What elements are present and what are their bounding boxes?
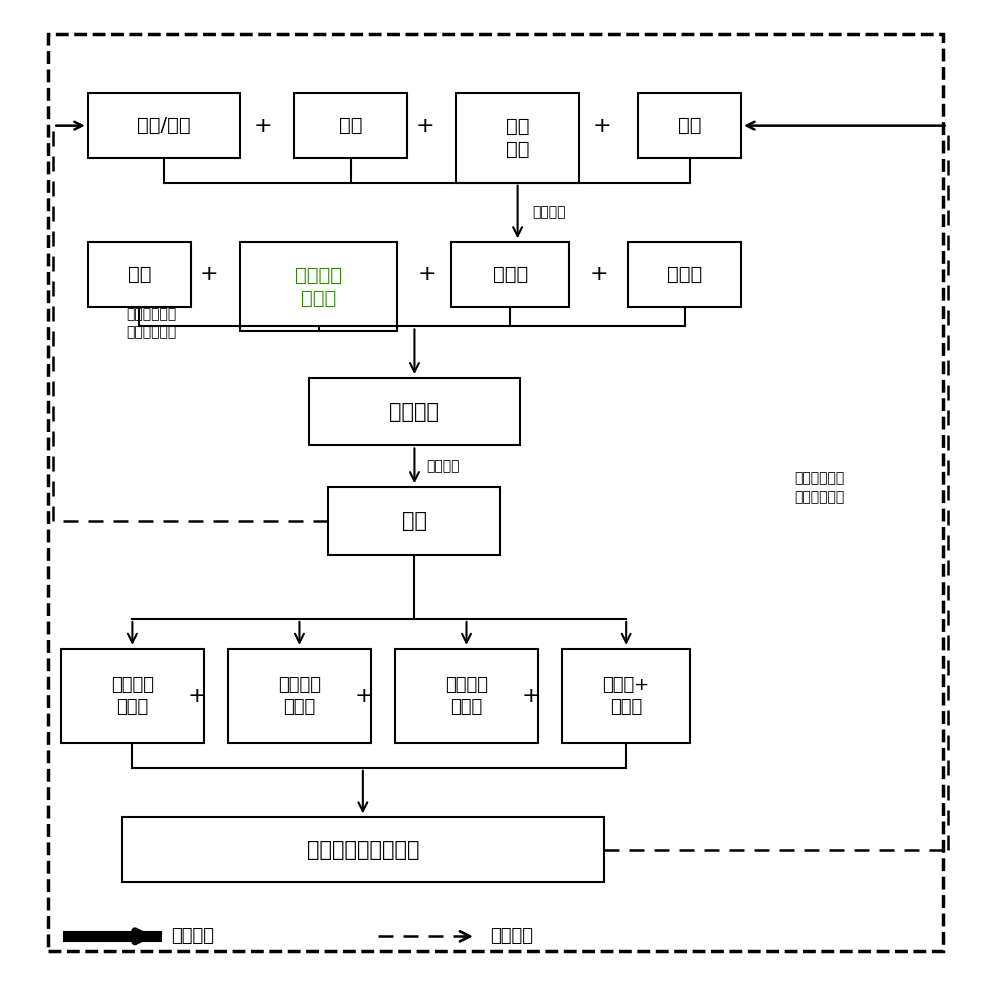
Bar bbox=[122, 817, 604, 882]
Text: +: + bbox=[187, 686, 206, 706]
Text: +: + bbox=[590, 264, 608, 284]
Text: 物料残渣回收
制备胶凝材料: 物料残渣回收 制备胶凝材料 bbox=[795, 471, 845, 504]
Text: 赤泥/废料: 赤泥/废料 bbox=[137, 116, 190, 135]
FancyBboxPatch shape bbox=[49, 34, 942, 951]
Text: 发泡剂: 发泡剂 bbox=[667, 265, 703, 284]
Text: +: + bbox=[415, 116, 434, 136]
Text: +: + bbox=[254, 116, 272, 136]
Bar bbox=[395, 649, 538, 743]
Text: 减水剂+
防水剂: 减水剂+ 防水剂 bbox=[603, 676, 650, 716]
Text: 赤泥基胶
凝材料: 赤泥基胶 凝材料 bbox=[111, 676, 154, 716]
Text: 多级利用: 多级利用 bbox=[171, 927, 214, 945]
Bar bbox=[562, 649, 690, 743]
Text: 低温煅烧: 低温煅烧 bbox=[532, 205, 566, 219]
Text: 赤泥基轻骨料混凝土: 赤泥基轻骨料混凝土 bbox=[306, 840, 419, 860]
Text: 赤泥基轻
细骨料: 赤泥基轻 细骨料 bbox=[277, 676, 321, 716]
Bar bbox=[61, 649, 203, 743]
Bar bbox=[87, 242, 191, 307]
Text: 脱硫
石膏: 脱硫 石膏 bbox=[505, 117, 529, 159]
Text: +: + bbox=[355, 686, 374, 706]
Bar bbox=[228, 649, 371, 743]
Bar bbox=[456, 93, 579, 183]
Text: 赤泥: 赤泥 bbox=[128, 265, 151, 284]
Text: +: + bbox=[593, 116, 610, 136]
Text: +: + bbox=[417, 264, 436, 284]
Bar bbox=[87, 93, 240, 158]
Text: 赤泥基胶
凝材料: 赤泥基胶 凝材料 bbox=[295, 266, 342, 308]
Bar bbox=[309, 378, 520, 445]
Text: 铝渣: 铝渣 bbox=[339, 116, 363, 135]
Text: 造粒成球: 造粒成球 bbox=[389, 402, 439, 422]
Text: 粉煤灰: 粉煤灰 bbox=[493, 265, 528, 284]
Text: 尾矿: 尾矿 bbox=[678, 116, 702, 135]
Bar bbox=[638, 93, 741, 158]
Bar bbox=[328, 487, 500, 555]
Text: 迭代利用: 迭代利用 bbox=[491, 927, 533, 945]
Text: 赤泥基轻
粗骨料: 赤泥基轻 粗骨料 bbox=[445, 676, 488, 716]
Bar bbox=[451, 242, 569, 307]
Bar bbox=[294, 93, 407, 158]
Text: 免烧制备: 免烧制备 bbox=[426, 459, 460, 473]
Bar bbox=[628, 242, 741, 307]
Text: +: + bbox=[199, 264, 218, 284]
Text: +: + bbox=[521, 686, 540, 706]
Text: 筛分: 筛分 bbox=[402, 511, 427, 531]
Bar bbox=[240, 242, 397, 331]
Text: 物料残渣回收
制备胶凝材料: 物料残渣回收 制备胶凝材料 bbox=[127, 307, 176, 339]
